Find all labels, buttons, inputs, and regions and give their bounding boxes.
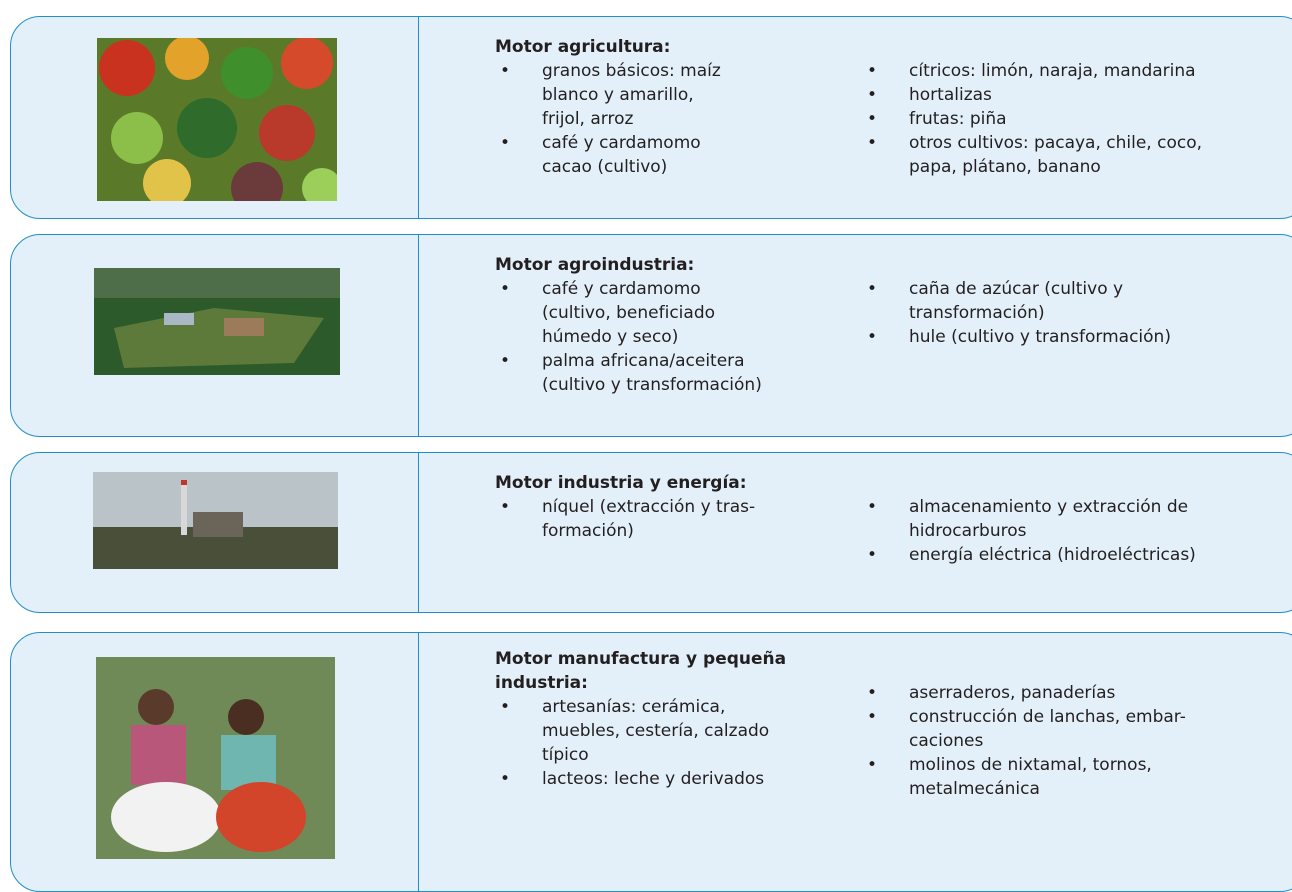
- bullet-list: • caña de azúcar (cultivo y transformación…: [867, 277, 1287, 349]
- text-line: Motor agroindustria:: [495, 255, 695, 275]
- bullet-item: • níquel (extracción y tras-formación): [500, 495, 830, 543]
- divider: [418, 633, 419, 891]
- bullet: •: [500, 497, 511, 517]
- bullet: •: [500, 351, 511, 371]
- photo-artisans: [96, 657, 335, 859]
- bullet: •: [867, 683, 878, 703]
- motor-row: Motor agroindustria: • café y cardamomo (cu…: [10, 234, 1292, 437]
- bullet-item: • café y cardamomo (cultivo, beneficiado hú…: [500, 277, 830, 349]
- bullet: •: [500, 61, 511, 81]
- bullet-item: • granos básicos: maíz blanco y amarillo, f…: [500, 59, 830, 131]
- text-line: Motor agricultura:: [495, 37, 671, 57]
- text-line: (cultivo y transformación): [542, 375, 762, 395]
- text-line: cítricos: limón, naraja, mandarina: [909, 61, 1196, 81]
- bullet: •: [867, 133, 878, 153]
- bullet: •: [867, 545, 878, 565]
- bullet-item: • energía eléctrica (hidroeléctricas): [867, 543, 1287, 567]
- text-line: muebles, cestería, calzado: [542, 721, 770, 741]
- text-line: aserraderos, panaderías: [909, 683, 1116, 703]
- bullet-list: • cítricos: limón, naraja, mandarina • hort…: [867, 59, 1287, 179]
- text-line: Motor manufactura y pequeña: [495, 649, 787, 669]
- bullet-item: • cítricos: limón, naraja, mandarina: [867, 59, 1287, 83]
- bullet: •: [500, 279, 511, 299]
- bullet-item: • artesanías: cerámica, muebles, cestería,…: [500, 695, 830, 767]
- bullet: •: [867, 85, 878, 105]
- motor-row: Motor manufactura y pequeña industria: • ar…: [10, 632, 1292, 892]
- bullet-item: • café y cardamomo cacao (cultivo): [500, 131, 830, 179]
- bullet: •: [867, 707, 878, 727]
- text-line: caciones: [909, 731, 984, 751]
- bullet-item: • frutas: piña: [867, 107, 1287, 131]
- section-title: Motor agroindustria:: [495, 253, 694, 277]
- text-line: metalmecánica: [909, 779, 1040, 799]
- bullet: •: [500, 697, 511, 717]
- bullet-item: • hule (cultivo y transformación): [867, 325, 1287, 349]
- section-title: Motor manufactura y pequeña industria:: [495, 647, 786, 695]
- text-line: energía eléctrica (hidroeléctricas): [909, 545, 1196, 565]
- bullet: •: [500, 133, 511, 153]
- bullet: •: [867, 327, 878, 347]
- text-line: granos básicos: maíz: [542, 61, 721, 81]
- bullet-list: • almacenamiento y extracción de hidrocarb…: [867, 495, 1287, 567]
- photo-plantation: [94, 268, 340, 375]
- photo-vegetables: [97, 38, 337, 201]
- text-line: frijol, arroz: [542, 109, 634, 129]
- bullet: •: [867, 109, 878, 129]
- text-line: blanco y amarillo,: [542, 85, 694, 105]
- bullet-list: • granos básicos: maíz blanco y amarillo, f…: [500, 59, 830, 179]
- text-line: café y cardamomo: [542, 279, 701, 299]
- bullet: •: [867, 497, 878, 517]
- text-line: típico: [542, 745, 589, 765]
- text-line: hortalizas: [909, 85, 992, 105]
- bullet-item: • otros cultivos: pacaya, chile, coco, pap…: [867, 131, 1287, 179]
- bullet-list: • artesanías: cerámica, muebles, cestería,…: [500, 695, 830, 791]
- text-line: (cultivo, beneficiado: [542, 303, 716, 323]
- text-line: cacao (cultivo): [542, 157, 668, 177]
- text-line: frutas: piña: [909, 109, 1007, 129]
- text-line: papa, plátano, banano: [909, 157, 1101, 177]
- bullet-item: • lacteos: leche y derivados: [500, 767, 830, 791]
- text-line: caña de azúcar (cultivo y: [909, 279, 1124, 299]
- text-line: otros cultivos: pacaya, chile, coco,: [909, 133, 1203, 153]
- bullet-list: • café y cardamomo (cultivo, beneficiado hú…: [500, 277, 830, 397]
- bullet-item: • hortalizas: [867, 83, 1287, 107]
- motor-row: Motor industria y energía: • níquel (extra…: [10, 452, 1292, 613]
- bullet-list: • aserraderos, panaderías • construcción de…: [867, 681, 1287, 801]
- section-title: Motor agricultura:: [495, 35, 670, 59]
- text-line: construcción de lanchas, embar-: [909, 707, 1186, 727]
- bullet-list: • níquel (extracción y tras-formación): [500, 495, 830, 543]
- text-line: hule (cultivo y transformación): [909, 327, 1171, 347]
- bullet: •: [500, 769, 511, 789]
- page: Motor agricultura: • granos básicos: maíz b…: [10, 16, 1292, 892]
- bullet: •: [867, 755, 878, 775]
- bullet: •: [867, 61, 878, 81]
- motor-row: Motor agricultura: • granos básicos: maíz b…: [10, 16, 1292, 219]
- text-line: molinos de nixtamal, tornos,: [909, 755, 1152, 775]
- text-line: hidrocarburos: [909, 521, 1027, 541]
- text-line: artesanías: cerámica,: [542, 697, 726, 717]
- bullet-item: • palma africana/aceitera (cultivo y trans…: [500, 349, 830, 397]
- divider: [418, 235, 419, 436]
- photo-plant: [93, 472, 338, 569]
- bullet-item: • caña de azúcar (cultivo y transformación…: [867, 277, 1287, 325]
- text-line: almacenamiento y extracción de: [909, 497, 1189, 517]
- text-line: transformación): [909, 303, 1045, 323]
- bullet-item: • construcción de lanchas, embar-caciones: [867, 705, 1287, 753]
- bullet-item: • aserraderos, panaderías: [867, 681, 1287, 705]
- divider: [418, 453, 419, 612]
- bullet-item: • molinos de nixtamal, tornos, metalmecáni…: [867, 753, 1287, 801]
- section-title: Motor industria y energía:: [495, 471, 747, 495]
- bullet: •: [867, 279, 878, 299]
- text-line: industria:: [495, 673, 588, 693]
- text-line: Motor industria y energía:: [495, 473, 747, 493]
- divider: [418, 17, 419, 218]
- text-line: lacteos: leche y derivados: [542, 769, 765, 789]
- text-line: café y cardamomo: [542, 133, 701, 153]
- text-line: formación): [542, 521, 634, 541]
- text-line: níquel (extracción y tras-: [542, 497, 756, 517]
- text-line: palma africana/aceitera: [542, 351, 745, 371]
- bullet-item: • almacenamiento y extracción de hidrocarb…: [867, 495, 1287, 543]
- text-line: húmedo y seco): [542, 327, 679, 347]
